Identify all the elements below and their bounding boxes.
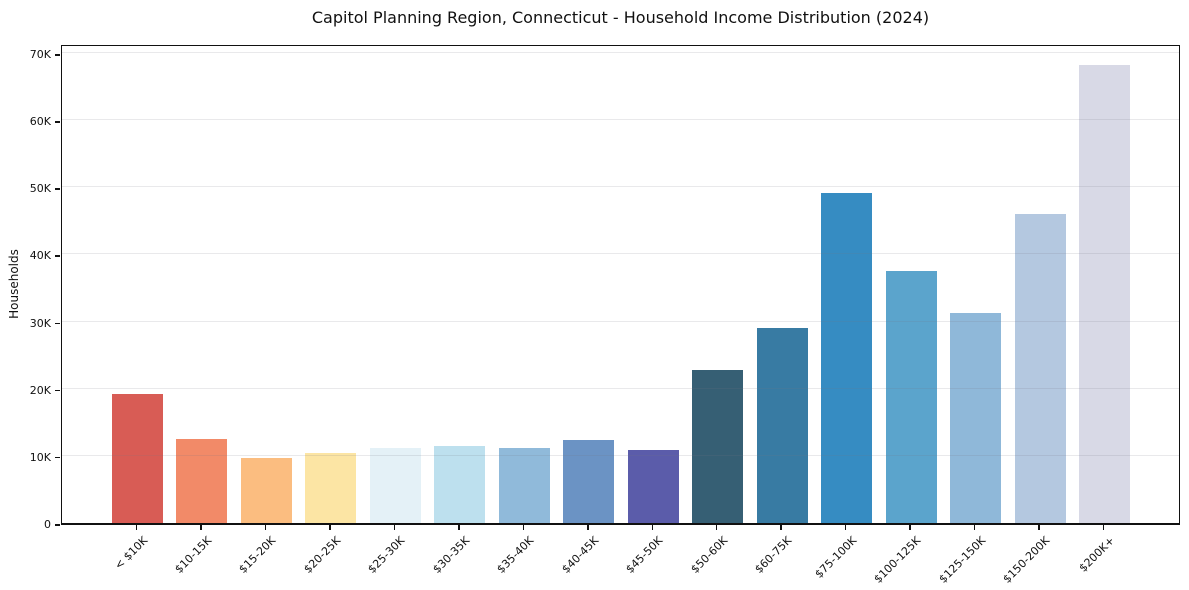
bar-< $10K [112,394,163,523]
gridline [62,454,1179,456]
bar-$125-150K [950,313,1002,523]
gridline [62,186,1179,188]
x-tick-label: $25-30K [365,534,408,576]
x-tick-mark [844,525,847,530]
bar-$30-35K [434,446,486,523]
x-tick-mark [651,525,653,530]
x-tick-label: $35-40K [494,534,537,576]
x-tick-label: $200K+ [1076,534,1117,575]
bar-$60-75K [756,328,808,523]
y-tick-label: 40K [29,249,51,263]
gridline [62,52,1179,54]
x-tick-mark [587,525,589,530]
y-tick-mark [55,188,60,190]
x-tick-mark [1038,525,1040,530]
y-tick-mark [55,524,60,526]
gridline [62,387,1179,389]
plot-area [61,45,1180,525]
y-tick-mark [55,54,60,56]
y-tick-label: 0 [44,518,51,531]
bar-$75-100K [821,193,873,523]
bar-$100-125K [885,271,937,523]
x-tick-mark [200,525,202,530]
chart-title: Capitol Planning Region, Connecticut - H… [311,8,930,27]
x-tick-mark [458,525,460,530]
bar-$200K+ [1079,65,1131,523]
y-tick-mark [55,322,60,325]
y-tick-label: 50K [29,182,51,196]
y-tick-label: 70K [29,48,51,62]
gridline [62,320,1179,322]
bar-$45-50K [627,450,679,523]
x-tick-label: $20-25K [301,534,344,576]
bar-$20-25K [305,453,357,523]
y-tick-mark [55,121,60,123]
x-tick-mark [909,525,911,530]
y-tick-mark [55,456,60,459]
x-tick-label: $150-200K [1000,534,1053,586]
y-tick-label: 30K [29,316,51,330]
bar-$25-30K [369,448,421,523]
x-tick-mark [715,525,718,530]
x-tick-label: $125-150K [936,534,988,586]
x-tick-mark [522,525,525,530]
x-tick-mark [780,525,782,530]
x-tick-label: $50-60K [688,534,730,576]
x-tick-label: < $10K [111,534,150,573]
y-tick-label: 20K [29,383,51,397]
x-tick-mark [973,525,976,530]
x-tick-label: $40-45K [559,534,601,576]
x-tick-label: $10-15K [172,534,215,576]
y-tick-mark [55,255,60,257]
x-tick-mark [135,525,138,530]
y-tick-label: 60K [29,115,51,129]
bar-$35-40K [498,448,550,523]
x-tick-label: $45-50K [623,534,666,576]
y-tick-label: 10K [29,450,51,464]
bar-$15-20K [240,458,292,523]
bar-$150-200K [1014,214,1066,523]
bar-$10-15K [176,439,228,523]
x-tick-label: $60-75K [752,534,795,576]
x-tick-label: $15-20K [236,534,279,576]
x-tick-label: $30-35K [430,534,473,576]
gridline [62,119,1179,121]
bar-$40-45K [563,440,615,523]
gridline [62,253,1179,255]
x-tick-mark [1102,525,1105,530]
x-tick-mark [264,525,267,530]
x-tick-label: $75-100K [812,534,859,581]
x-tick-label: $100-125K [871,534,924,586]
x-tick-mark [393,525,396,530]
bar-$50-60K [692,370,744,523]
y-tick-mark [55,389,60,392]
x-tick-mark [329,525,331,530]
